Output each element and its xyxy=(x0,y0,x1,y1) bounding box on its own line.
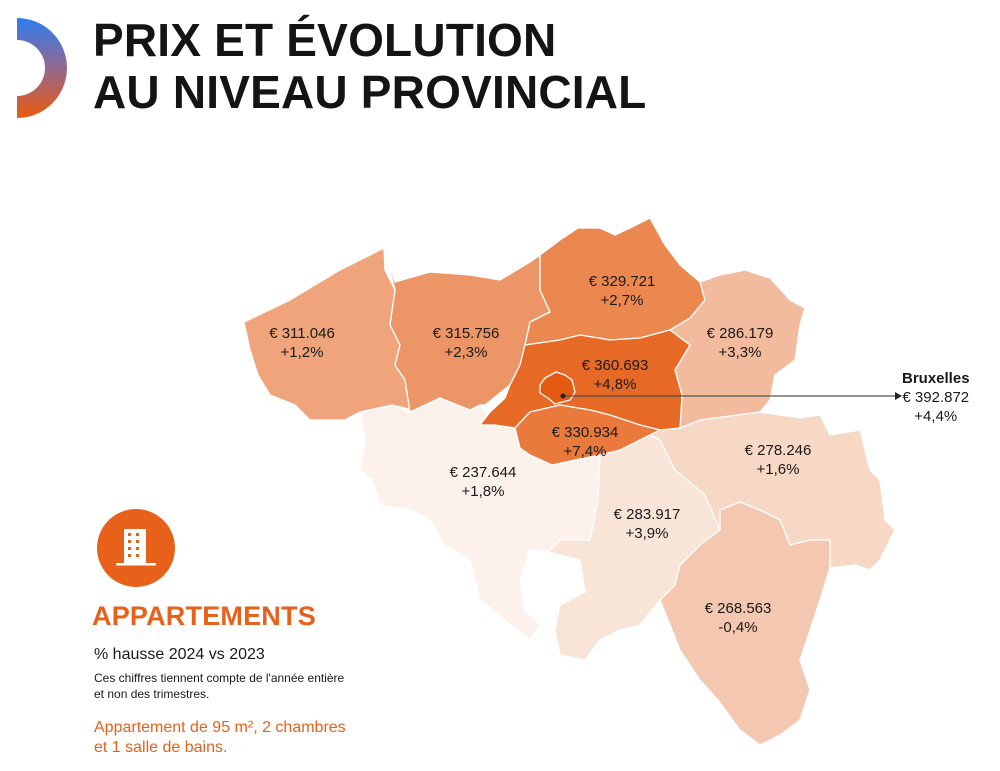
label-namur: € 283.917 +3,9% xyxy=(613,506,681,542)
legend-subtitle: % hausse 2024 vs 2023 xyxy=(94,646,265,663)
province-walloon-brabant[interactable] xyxy=(514,404,661,466)
half-ring-logo-icon xyxy=(17,18,67,118)
label-antwerp: € 329.721 +2,7% xyxy=(588,273,656,309)
label-brussels: Bruxelles € 392.872 +4,4% xyxy=(902,370,970,425)
brussels-dot xyxy=(560,393,566,399)
legend-category-title: APPARTEMENTS xyxy=(92,601,316,631)
label-liege: € 278.246 +1,6% xyxy=(744,442,812,478)
province-luxembourg[interactable] xyxy=(659,501,831,746)
apartment-building-icon xyxy=(116,529,156,566)
label-walloon-brabant: € 330.934 +7,4% xyxy=(551,424,619,460)
arrow-head-icon xyxy=(895,392,902,400)
title-line-2: AU NIVEAU PROVINCIAL xyxy=(93,66,647,118)
title-line-1: PRIX ET ÉVOLUTION xyxy=(93,14,557,66)
legend-apartment-spec: Appartement de 95 m², 2 chambres et 1 sa… xyxy=(94,719,346,756)
legend-note: Ces chiffres tiennent compte de l'année … xyxy=(94,671,345,701)
label-east-flanders: € 315.756 +2,3% xyxy=(432,325,500,361)
label-hainaut: € 237.644 +1,8% xyxy=(449,464,517,500)
label-west-flanders: € 311.046 +1,2% xyxy=(269,325,335,361)
label-luxembourg: € 268.563 -0,4% xyxy=(704,600,772,636)
label-limburg: € 286.179 +3,3% xyxy=(706,325,774,361)
label-flemish-brabant: € 360.693 +4,8% xyxy=(581,357,649,393)
apartment-icon-badge xyxy=(97,509,175,587)
page-title: PRIX ET ÉVOLUTION AU NIVEAU PROVINCIAL xyxy=(93,14,646,118)
